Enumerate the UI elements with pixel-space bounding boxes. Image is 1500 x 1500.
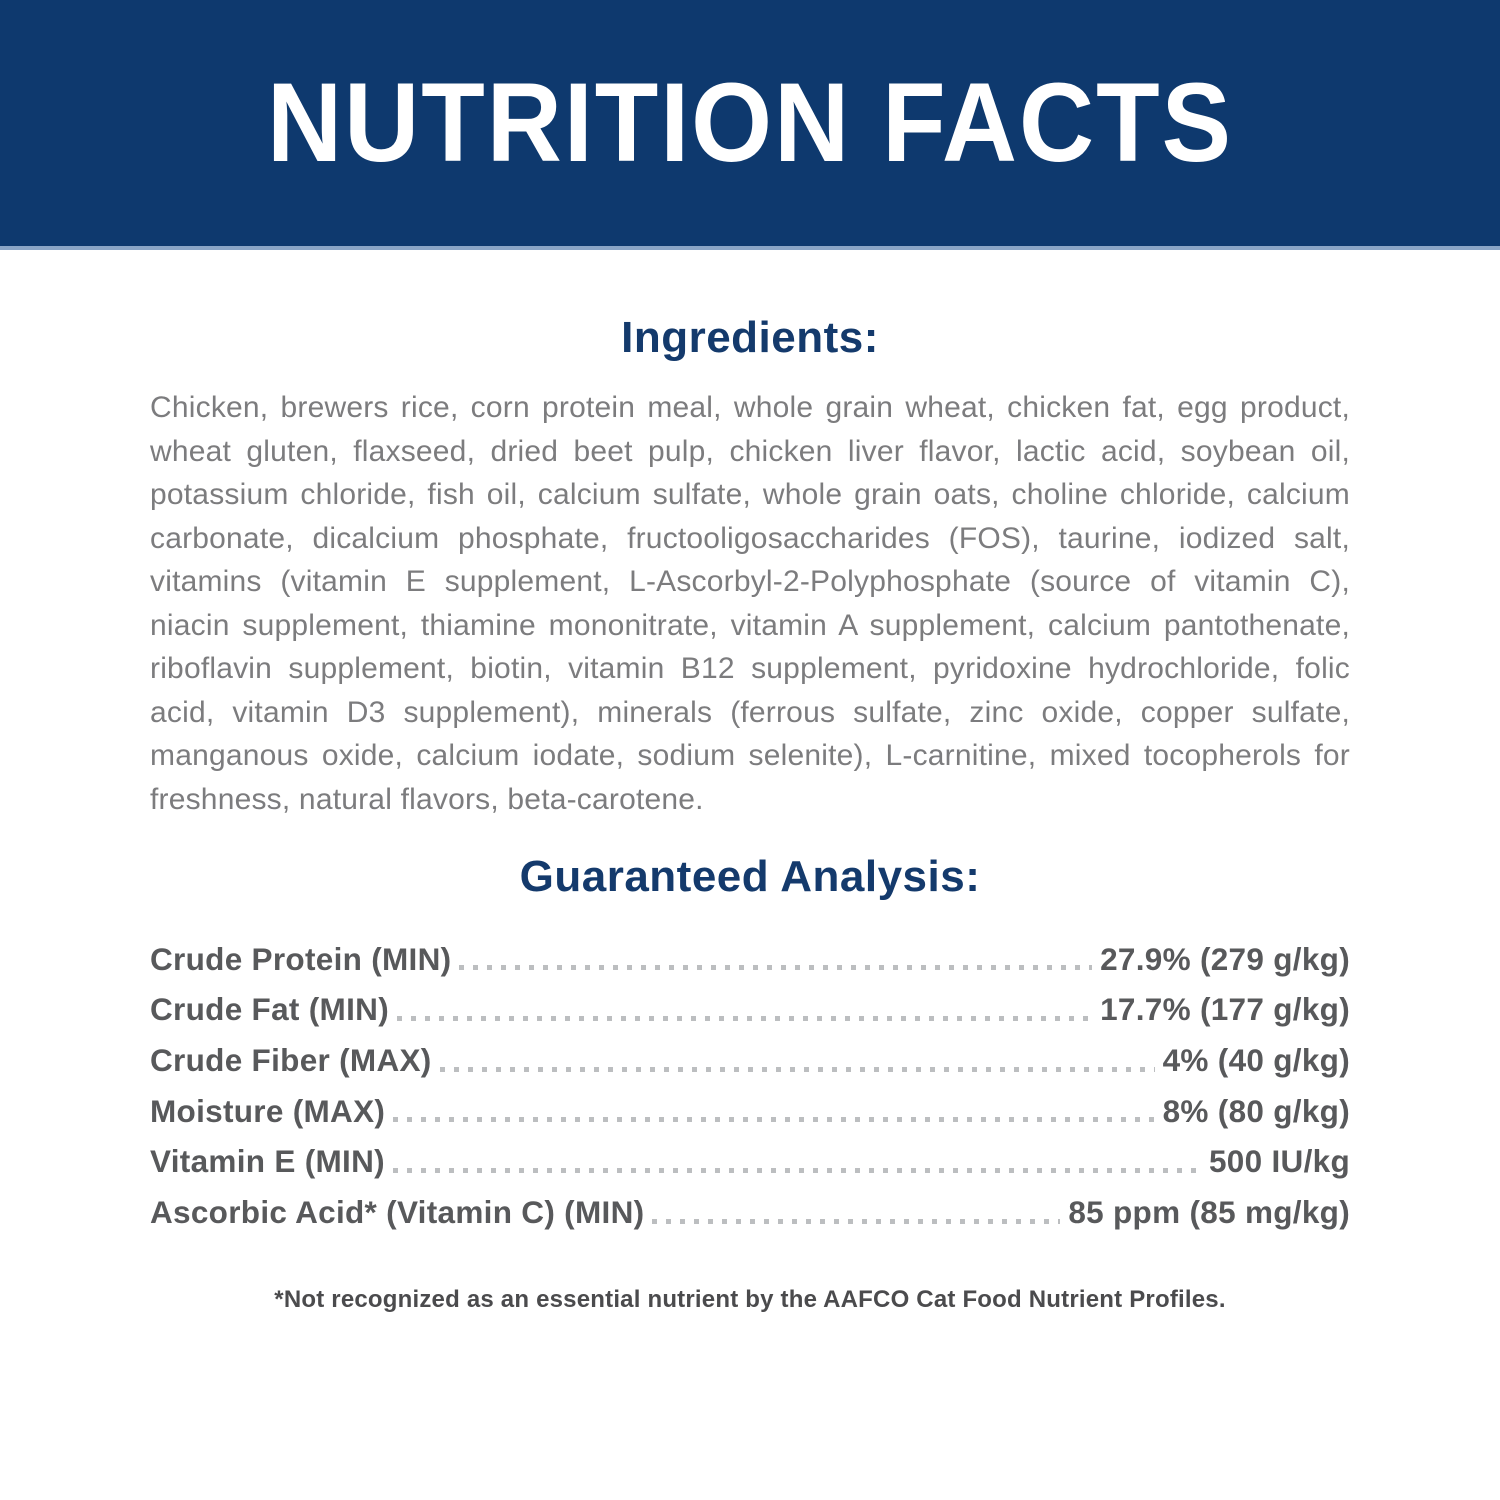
ingredients-heading: Ingredients:	[621, 313, 879, 362]
analysis-row-crude-fat: Crude Fat (MIN) 17.7% (177 g/kg)	[150, 992, 1350, 1027]
header-band: NUTRITION FACTS	[0, 0, 1500, 250]
analysis-row-value: 27.9% (279 g/kg)	[1100, 940, 1350, 977]
guaranteed-analysis-section: Guaranteed Analysis: Crude Protein (MIN)…	[0, 852, 1500, 1230]
dotted-leader	[393, 1117, 1155, 1123]
footnote: *Not recognized as an essential nutrient…	[274, 1285, 1226, 1313]
analysis-row-crude-fiber: Crude Fiber (MAX) 4% (40 g/kg)	[150, 1043, 1350, 1078]
analysis-row-ascorbic-acid: Ascorbic Acid* (Vitamin C) (MIN) 85 ppm …	[150, 1195, 1350, 1230]
analysis-row-label: Crude Protein (MIN)	[150, 940, 452, 977]
dotted-leader	[439, 1066, 1155, 1072]
dotted-leader	[396, 1016, 1093, 1022]
analysis-row-label: Vitamin E (MIN)	[150, 1143, 385, 1180]
ingredients-text: Chicken, brewers rice, corn protein meal…	[150, 391, 1350, 816]
guaranteed-analysis-heading: Guaranteed Analysis:	[519, 852, 981, 902]
dotted-leader	[652, 1218, 1061, 1224]
analysis-row-moisture: Moisture (MAX) 8% (80 g/kg)	[150, 1094, 1350, 1129]
analysis-row-value: 4% (40 g/kg)	[1162, 1042, 1350, 1079]
analysis-rows: Crude Protein (MIN) 27.9% (279 g/kg) Cru…	[150, 942, 1350, 1230]
analysis-row-crude-protein: Crude Protein (MIN) 27.9% (279 g/kg)	[150, 942, 1350, 977]
analysis-row-value: 17.7% (177 g/kg)	[1100, 991, 1350, 1028]
dotted-leader	[459, 965, 1093, 971]
analysis-row-value: 500 IU/kg	[1208, 1143, 1350, 1180]
analysis-row-label: Moisture (MAX)	[150, 1092, 386, 1129]
analysis-row-label: Crude Fat (MIN)	[150, 991, 389, 1028]
label-body: Ingredients: Chicken, brewers rice, corn…	[0, 313, 1500, 1314]
analysis-row-vitamin-e: Vitamin E (MIN) 500 IU/kg	[150, 1144, 1350, 1179]
analysis-row-value: 85 ppm (85 mg/kg)	[1068, 1193, 1350, 1230]
analysis-row-label: Crude Fiber (MAX)	[150, 1042, 432, 1079]
analysis-row-label: Ascorbic Acid* (Vitamin C) (MIN)	[150, 1193, 645, 1230]
dotted-leader	[392, 1167, 1201, 1173]
ingredients-section: Ingredients: Chicken, brewers rice, corn…	[0, 313, 1500, 821]
analysis-row-value: 8% (80 g/kg)	[1162, 1092, 1350, 1129]
page-title: NUTRITION FACTS	[267, 60, 1233, 186]
